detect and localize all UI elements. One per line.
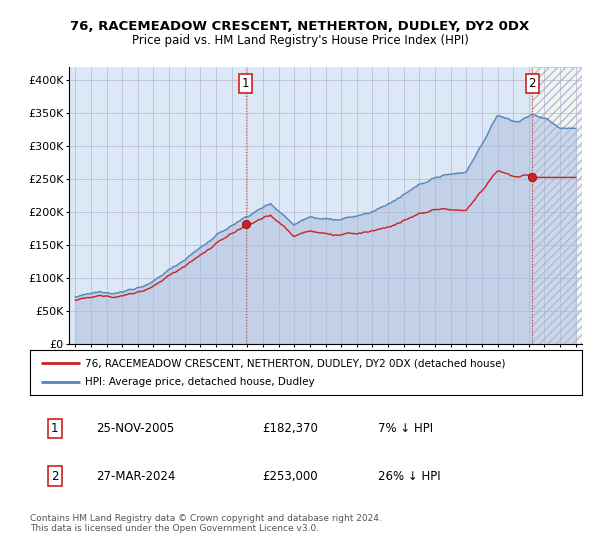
Text: 25-NOV-2005: 25-NOV-2005 [96,422,175,435]
Text: £253,000: £253,000 [262,469,317,483]
Bar [532,67,584,344]
Text: 7% ↓ HPI: 7% ↓ HPI [378,422,433,435]
Bar [532,67,584,344]
Text: 2: 2 [51,469,59,483]
Text: Price paid vs. HM Land Registry's House Price Index (HPI): Price paid vs. HM Land Registry's House … [131,34,469,46]
Text: 26% ↓ HPI: 26% ↓ HPI [378,469,440,483]
Text: 76, RACEMEADOW CRESCENT, NETHERTON, DUDLEY, DY2 0DX: 76, RACEMEADOW CRESCENT, NETHERTON, DUDL… [70,20,530,32]
Text: HPI: Average price, detached house, Dudley: HPI: Average price, detached house, Dudl… [85,377,315,388]
Text: 27-MAR-2024: 27-MAR-2024 [96,469,176,483]
Text: 1: 1 [242,77,250,90]
Text: Contains HM Land Registry data © Crown copyright and database right 2024.
This d: Contains HM Land Registry data © Crown c… [30,514,382,533]
Text: 76, RACEMEADOW CRESCENT, NETHERTON, DUDLEY, DY2 0DX (detached house): 76, RACEMEADOW CRESCENT, NETHERTON, DUDL… [85,358,506,368]
Text: 2: 2 [529,77,536,90]
Text: £182,370: £182,370 [262,422,318,435]
Text: 1: 1 [51,422,59,435]
